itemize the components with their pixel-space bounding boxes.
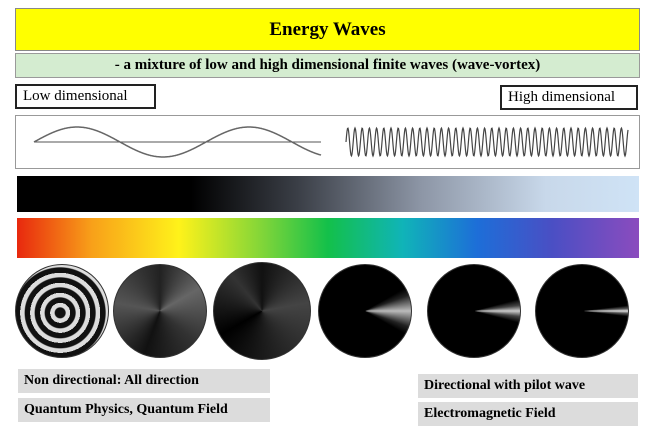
wave-panel [15, 115, 640, 169]
subtitle: - a mixture of low and high dimensional … [15, 53, 640, 78]
caption: Non directional: All direction [18, 369, 270, 393]
vortex-4 [318, 264, 412, 358]
low-label: Low dimensional [15, 84, 156, 109]
caption: Quantum Physics, Quantum Field [18, 398, 270, 422]
vortex-1 [15, 264, 109, 358]
caption: Electromagnetic Field [418, 402, 638, 426]
vortex-2 [113, 264, 207, 358]
vortex-6 [535, 264, 629, 358]
low-wave [33, 126, 322, 158]
dark-gradient [17, 176, 639, 212]
caption: Directional with pilot wave [418, 374, 638, 398]
spectrum [17, 218, 639, 258]
vortex-3 [213, 262, 311, 360]
title-banner: Energy Waves [15, 8, 640, 51]
vortex-5 [427, 264, 521, 358]
high-wave [345, 126, 629, 158]
high-label: High dimensional [500, 85, 638, 110]
